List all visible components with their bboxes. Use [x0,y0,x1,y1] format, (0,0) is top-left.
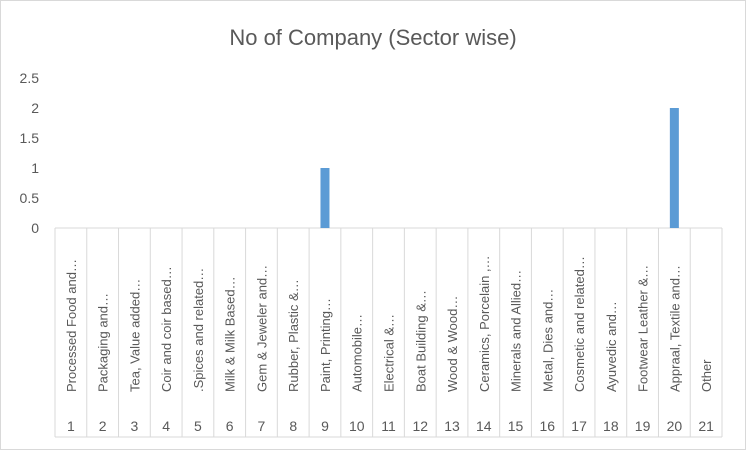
category-number: 15 [508,418,524,434]
y-tick-label: 1.5 [20,130,40,146]
category-number: 19 [635,418,651,434]
y-tick-label: 2.5 [20,70,40,86]
bar-9 [320,168,330,228]
category-number: 11 [381,418,396,434]
category-label: Cosmetic and related… [572,256,587,392]
category-number: 21 [698,418,714,434]
category-label: Paint, Printing… [318,298,333,392]
bar-20 [669,108,679,228]
category-number: 12 [412,418,428,434]
category-number: 5 [194,418,202,434]
category-label: .Spices and related… [191,268,206,392]
category-label: Gem & Jeweler and… [254,265,269,392]
category-number: 10 [349,418,365,434]
category-label: Footwear Leather &… [636,265,651,392]
category-label: Rubber, Plastic &… [286,279,301,392]
y-tick-label: 2 [31,100,39,116]
category-number: 6 [226,418,234,434]
category-number: 16 [540,418,556,434]
category-label: Wood & Wood… [445,296,460,392]
category-label: Packaging and… [96,293,111,392]
category-label: Metal, Dies and… [540,289,555,392]
category-label: Automobile… [350,314,365,392]
category-number: 9 [321,418,329,434]
category-number: 8 [289,418,297,434]
category-label: Other [699,359,714,392]
category-number: 13 [444,418,460,434]
category-number: 17 [571,418,587,434]
category-number: 14 [476,418,492,434]
y-tick-label: 1 [31,160,39,176]
category-label: Minerals and Allied… [509,270,524,392]
chart-title: No of Company (Sector wise) [229,25,516,50]
category-number: 4 [162,418,170,434]
category-label: Coir and coir based… [159,266,174,392]
category-label: Boat Building &… [413,290,428,392]
y-tick-label: 0.5 [20,190,40,206]
category-number: 2 [99,418,107,434]
category-number: 18 [603,418,619,434]
category-label: Processed Food and… [64,259,79,392]
category-number: 1 [67,418,75,434]
category-label: Ayuvedic and… [604,301,619,392]
y-tick-label: 0 [31,220,39,236]
category-label: Appraal, Textile and… [667,265,682,392]
category-label: Ceramics, Porcelain ,… [477,255,492,392]
category-label: Milk & Milk Based… [223,276,238,392]
category-label: Tea, Value added… [127,279,142,392]
category-number: 7 [258,418,266,434]
category-label: Electrical &… [382,314,397,392]
category-number: 3 [131,418,139,434]
category-number: 20 [667,418,683,434]
